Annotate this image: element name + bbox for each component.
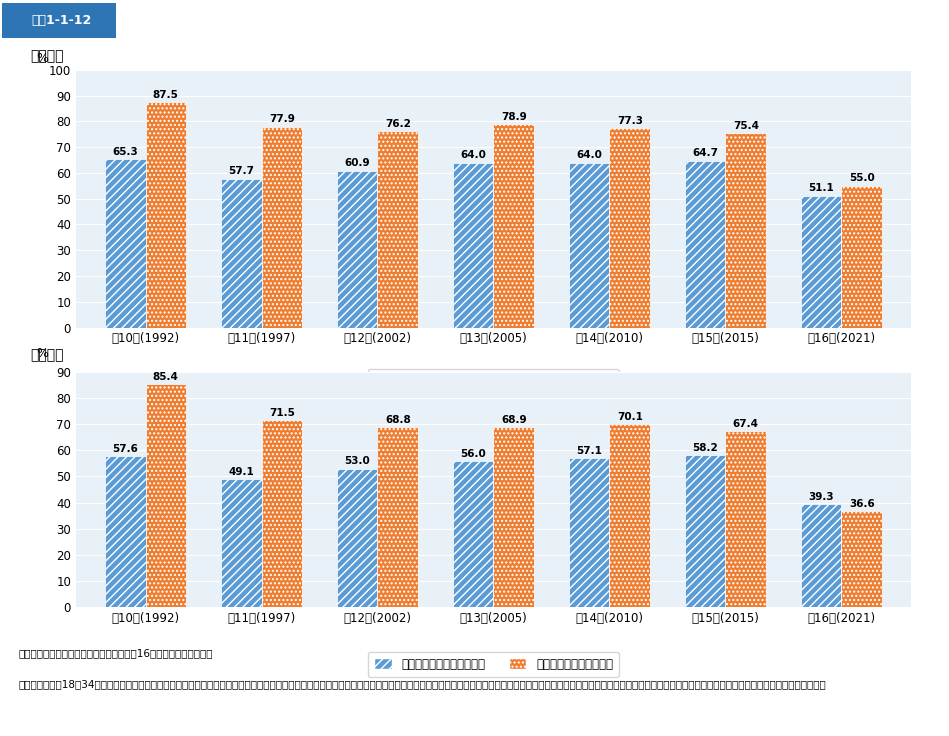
Text: 【女性】: 【女性】 bbox=[30, 348, 64, 362]
Bar bbox=[493, 124, 534, 328]
Text: 75.4: 75.4 bbox=[733, 121, 759, 131]
Text: 76.2: 76.2 bbox=[385, 118, 411, 129]
Text: （注）　対象は18〜34歳の未婚者。賛成の割合（「まったく賛成」と「どちらかといえば賛成の合計割合」）を用いて、旧来的な考えを支持する割合として示している。ここ: （注） 対象は18〜34歳の未婚者。賛成の割合（「まったく賛成」と「どちらかとい… bbox=[19, 679, 827, 690]
Bar bbox=[685, 161, 725, 328]
Text: 図表1-1-12: 図表1-1-12 bbox=[31, 14, 92, 26]
Legend: 生涯独身よくない（支持）, 子ども持つべき（支持）: 生涯独身よくない（支持）, 子ども持つべき（支持） bbox=[368, 369, 619, 394]
Text: 68.9: 68.9 bbox=[501, 415, 527, 425]
Legend: 生涯独身よくない（支持）, 子ども持つべき（支持）: 生涯独身よくない（支持）, 子ども持つべき（支持） bbox=[368, 652, 619, 676]
Text: 71.5: 71.5 bbox=[269, 408, 295, 418]
Text: 結婚・家族に関する未婚者の意識（旧来的な考えを支持する割合）: 結婚・家族に関する未婚者の意識（旧来的な考えを支持する割合） bbox=[397, 13, 647, 27]
Bar bbox=[842, 185, 882, 328]
Bar bbox=[609, 128, 650, 328]
Text: 資料：国立社会保障・人口問題研究所「第16回出生動向基本調査」: 資料：国立社会保障・人口問題研究所「第16回出生動向基本調査」 bbox=[19, 648, 214, 659]
Text: 53.0: 53.0 bbox=[344, 456, 370, 467]
Bar bbox=[337, 469, 378, 607]
Text: 77.9: 77.9 bbox=[269, 114, 295, 124]
Bar bbox=[105, 456, 145, 607]
Text: 85.4: 85.4 bbox=[153, 372, 178, 382]
Bar bbox=[378, 131, 419, 328]
Text: 68.8: 68.8 bbox=[385, 415, 411, 425]
Text: 51.1: 51.1 bbox=[809, 183, 834, 194]
Text: 57.1: 57.1 bbox=[576, 446, 602, 456]
Bar bbox=[568, 163, 609, 328]
Text: 67.4: 67.4 bbox=[733, 419, 759, 429]
Text: 64.7: 64.7 bbox=[692, 148, 718, 158]
Text: 【男性】: 【男性】 bbox=[30, 49, 64, 63]
Text: 60.9: 60.9 bbox=[344, 158, 370, 168]
Bar bbox=[145, 102, 186, 328]
Text: 65.3: 65.3 bbox=[112, 146, 139, 157]
Y-axis label: %: % bbox=[36, 52, 48, 65]
Bar bbox=[453, 461, 493, 607]
Text: 57.7: 57.7 bbox=[228, 166, 254, 177]
Text: 57.6: 57.6 bbox=[112, 445, 139, 454]
Text: 55.0: 55.0 bbox=[848, 173, 875, 183]
Text: 56.0: 56.0 bbox=[460, 448, 486, 459]
Text: 87.5: 87.5 bbox=[153, 90, 178, 99]
Bar bbox=[609, 424, 650, 607]
Bar bbox=[801, 196, 842, 328]
Bar bbox=[378, 427, 419, 607]
Text: 36.6: 36.6 bbox=[848, 499, 875, 509]
Text: 64.0: 64.0 bbox=[576, 150, 602, 160]
Bar bbox=[105, 159, 145, 328]
Text: 78.9: 78.9 bbox=[501, 112, 527, 121]
Bar bbox=[221, 179, 262, 328]
Bar bbox=[221, 478, 262, 607]
Bar bbox=[685, 455, 725, 607]
Text: 39.3: 39.3 bbox=[809, 492, 834, 502]
Bar bbox=[801, 504, 842, 607]
Bar bbox=[262, 127, 302, 328]
Bar bbox=[145, 383, 186, 607]
Text: 49.1: 49.1 bbox=[229, 467, 254, 477]
Bar bbox=[453, 163, 493, 328]
Bar bbox=[725, 133, 766, 328]
FancyBboxPatch shape bbox=[2, 3, 116, 38]
Bar bbox=[262, 420, 302, 607]
Bar bbox=[568, 458, 609, 607]
Bar bbox=[725, 431, 766, 607]
Bar bbox=[337, 171, 378, 328]
Text: 77.3: 77.3 bbox=[617, 116, 642, 126]
Text: 64.0: 64.0 bbox=[460, 150, 486, 160]
Y-axis label: %: % bbox=[36, 347, 48, 360]
Bar bbox=[493, 427, 534, 607]
Text: 70.1: 70.1 bbox=[617, 411, 642, 422]
Bar bbox=[842, 512, 882, 607]
Text: 58.2: 58.2 bbox=[692, 443, 718, 453]
